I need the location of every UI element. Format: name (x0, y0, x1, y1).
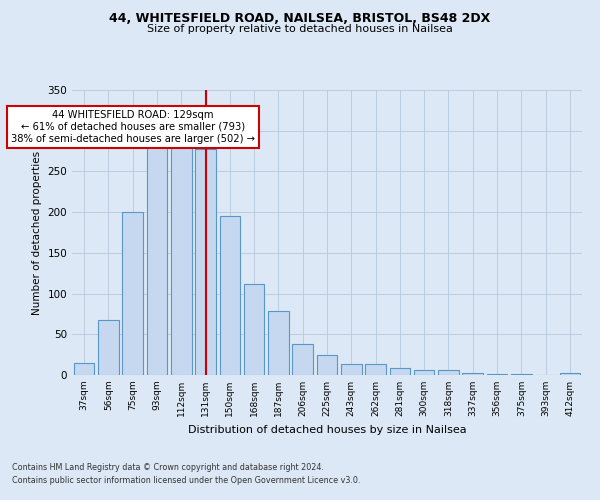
Bar (463, 372, 483, 375)
Bar (560, 374, 580, 375)
Bar (341, 364, 362, 375)
Bar (122, 212, 143, 375)
Bar (511, 374, 532, 375)
Bar (98, 320, 119, 375)
Text: 44 WHITESFIELD ROAD: 129sqm
← 61% of detached houses are smaller (793)
38% of se: 44 WHITESFIELD ROAD: 129sqm ← 61% of det… (11, 110, 255, 144)
Bar (438, 370, 459, 375)
Bar (414, 370, 434, 375)
Bar (317, 354, 337, 375)
Bar (74, 363, 94, 375)
Text: Contains HM Land Registry data © Crown copyright and database right 2024.: Contains HM Land Registry data © Crown c… (12, 464, 324, 472)
Bar (487, 374, 508, 375)
Bar (292, 344, 313, 375)
Text: Size of property relative to detached houses in Nailsea: Size of property relative to detached ho… (147, 24, 453, 34)
Bar (268, 310, 289, 375)
Bar (389, 368, 410, 375)
Bar (220, 216, 240, 375)
Y-axis label: Number of detached properties: Number of detached properties (32, 150, 42, 314)
Bar (244, 284, 265, 375)
Bar (171, 148, 191, 375)
Bar (146, 147, 167, 375)
Text: 44, WHITESFIELD ROAD, NAILSEA, BRISTOL, BS48 2DX: 44, WHITESFIELD ROAD, NAILSEA, BRISTOL, … (109, 12, 491, 26)
Bar (195, 148, 216, 375)
Bar (365, 364, 386, 375)
Text: Contains public sector information licensed under the Open Government Licence v3: Contains public sector information licen… (12, 476, 361, 485)
X-axis label: Distribution of detached houses by size in Nailsea: Distribution of detached houses by size … (188, 424, 466, 434)
